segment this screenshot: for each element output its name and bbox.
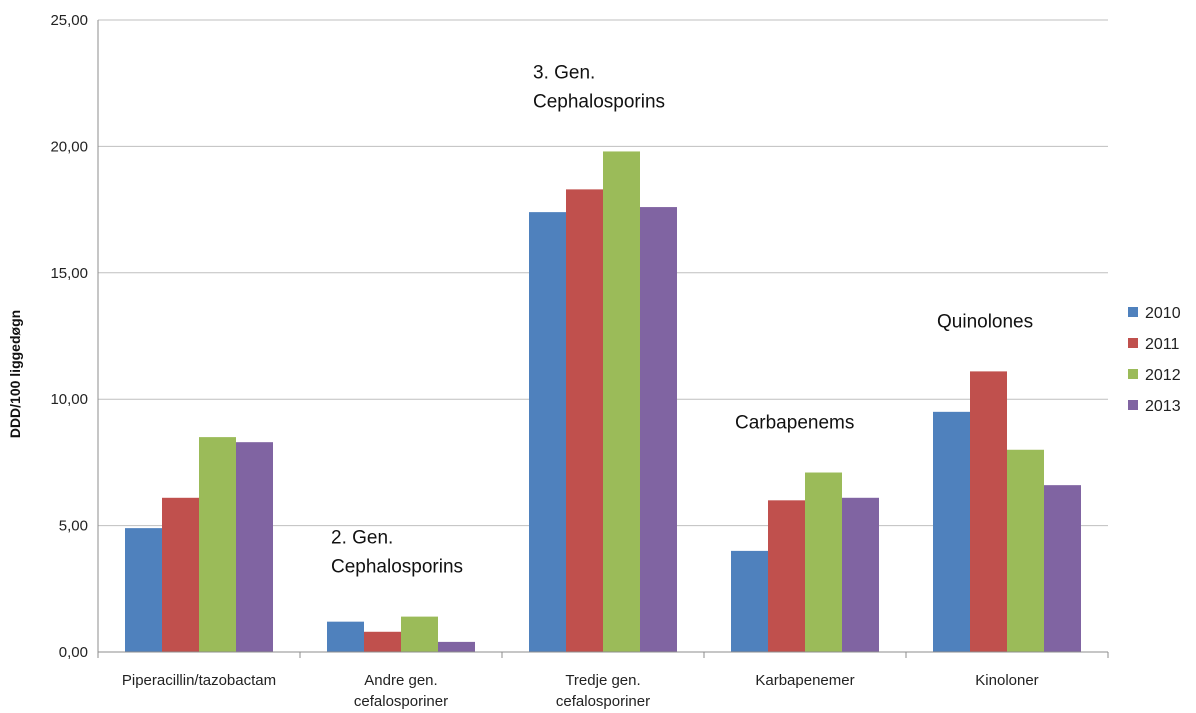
y-tick-label: 25,00 [50,12,88,29]
annotations: 2. Gen. Cephalosporins 3. Gen. Cephalospori… [331,62,1033,577]
annotation-label: Carbapenems [735,413,854,434]
x-tick-label: Piperacillin/tazobactam [122,672,276,689]
bar-2010-1 [125,528,162,652]
bar-2010-3 [529,212,566,653]
y-axis-ticks: 0,00 5,00 10,00 15,00 20,00 25,00 [50,12,88,661]
bar-2010-2 [327,621,364,652]
legend-label-2013: 2013 [1145,398,1181,415]
legend-swatch-2012 [1128,369,1138,379]
x-tick-label: Andre gen. cefalosporiner [354,672,448,710]
x-tick-label: Tredje gen. cefalosporiner [556,672,650,710]
y-tick-label: 5,00 [59,518,88,535]
y-tick-label: 15,00 [50,265,88,282]
category-labels: Piperacillin/tazobactam Andre gen. cefalos… [122,672,1039,710]
y-axis-label: DDD/100 liggedøgn [7,310,23,438]
x-tick-label: Karbapenemer [755,672,854,689]
x-tick-label: Kinoloner [975,672,1038,689]
bar-2010-5 [933,411,970,652]
bar-2011-2 [364,631,401,652]
legend-swatch-2011 [1128,338,1138,348]
y-tick-label: 20,00 [50,138,88,155]
bar-2012-4 [805,472,842,652]
bar-2013-4 [842,497,879,652]
annotation-label: Quinolones [937,311,1033,332]
bar-2013-3 [640,207,677,652]
legend: 2010 2011 2012 2013 [1128,305,1181,415]
legend-swatch-2013 [1128,400,1138,410]
bar-2012-3 [603,151,640,652]
bar-2011-4 [768,500,805,652]
bar-2012-2 [401,616,438,652]
legend-label-2011: 2011 [1145,336,1180,353]
annotation-label: 2. Gen. Cephalosporins [331,528,463,578]
bar-2012-5 [1007,449,1044,652]
legend-label-2012: 2012 [1145,367,1181,384]
x-axis [97,651,1109,658]
bar-2012-1 [199,437,236,652]
bars [125,151,1081,653]
bar-2013-1 [236,442,273,652]
y-tick-label: 10,00 [50,391,88,408]
bar-2011-3 [566,189,603,652]
annotation-label: 3. Gen. Cephalosporins [533,62,665,112]
legend-swatch-2010 [1128,307,1138,317]
bar-2010-4 [731,550,768,652]
bar-2011-1 [162,497,199,652]
legend-label-2010: 2010 [1145,305,1181,322]
bar-2013-5 [1044,485,1081,652]
y-tick-label: 0,00 [59,644,88,661]
bar-2011-5 [970,371,1007,652]
bar-2013-2 [438,641,475,652]
